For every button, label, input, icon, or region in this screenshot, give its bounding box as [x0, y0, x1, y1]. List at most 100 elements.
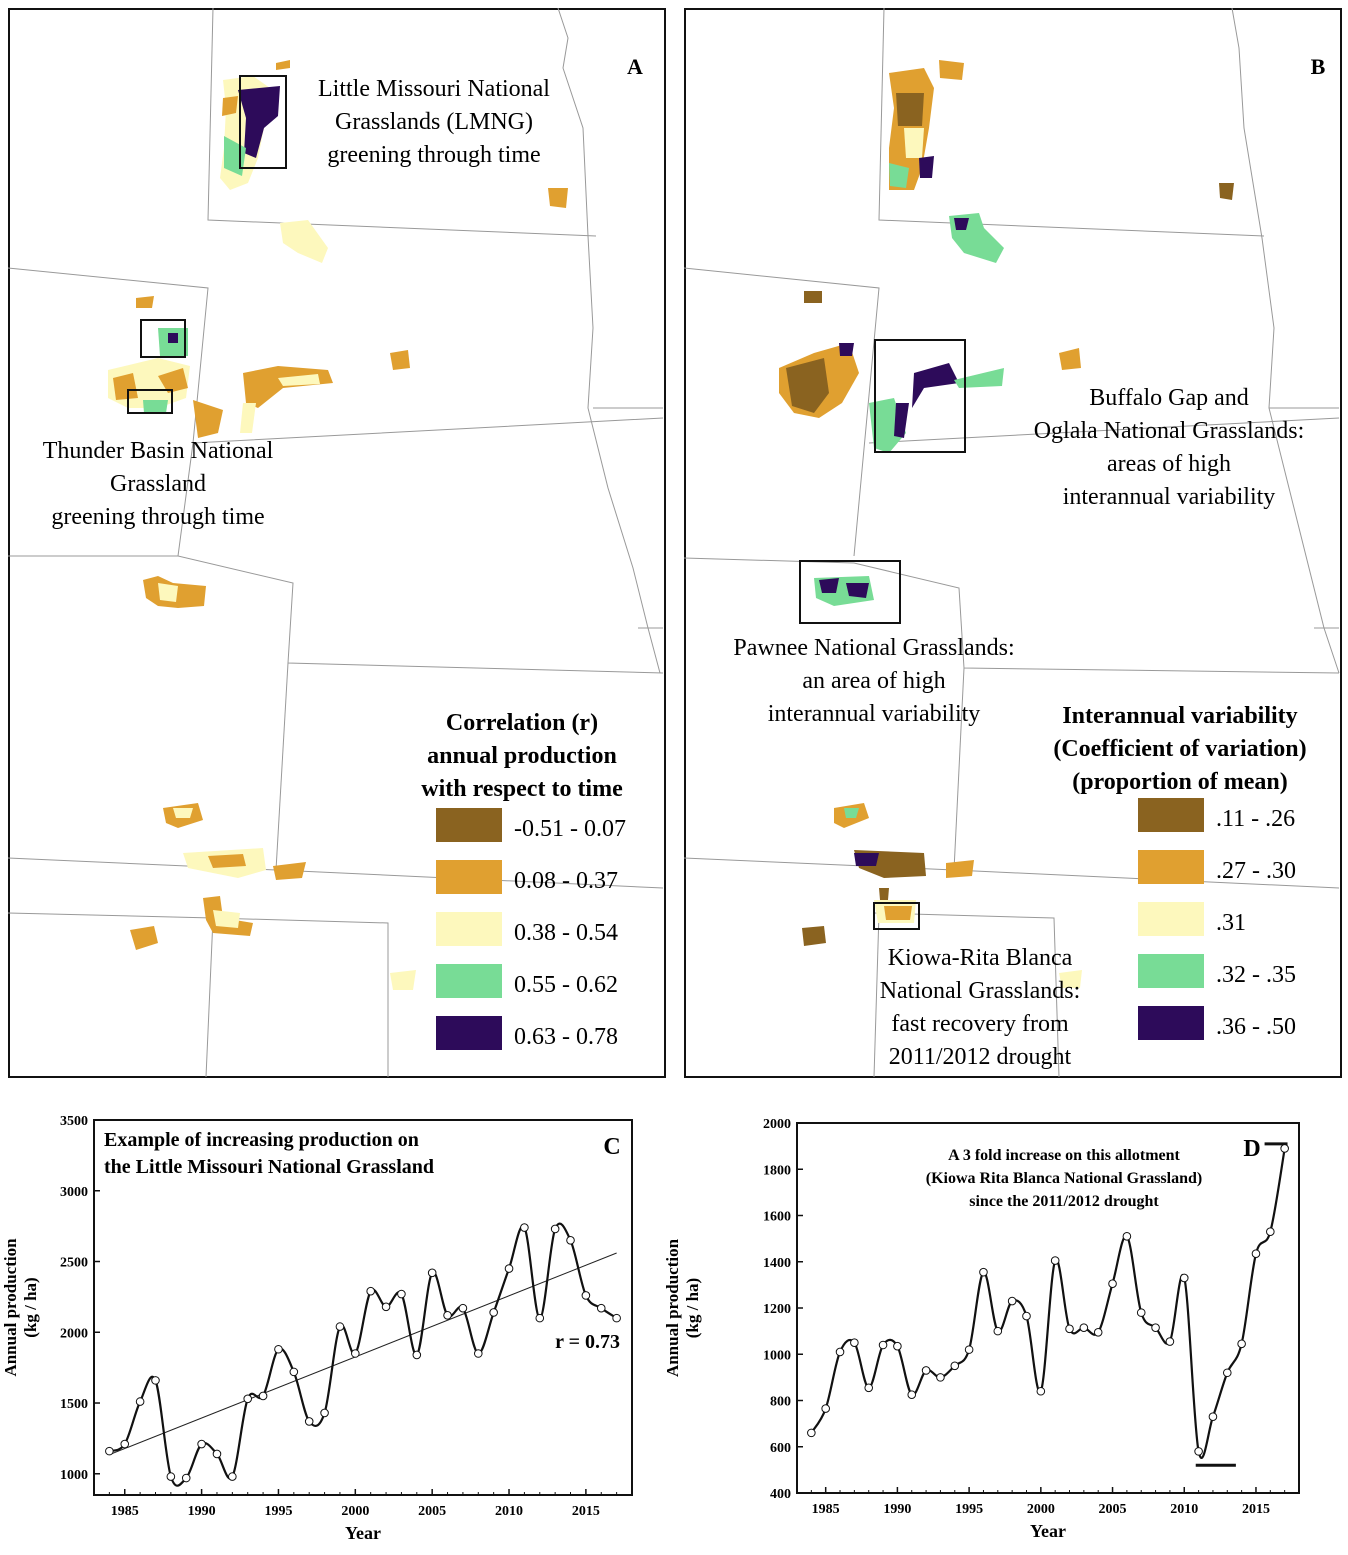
y-axis-label: Annual production	[1, 1238, 20, 1377]
data-point	[229, 1473, 237, 1481]
data-point	[1094, 1328, 1102, 1336]
legend-label: .11 - .26	[1216, 806, 1295, 832]
data-point	[352, 1350, 360, 1358]
data-point	[1252, 1250, 1260, 1258]
legend-swatch	[436, 1016, 502, 1050]
y-tick-label: 1400	[763, 1256, 791, 1271]
data-point	[980, 1268, 988, 1276]
data-point	[965, 1346, 973, 1354]
data-point	[836, 1348, 844, 1356]
data-point	[1123, 1233, 1131, 1241]
data-point	[865, 1384, 873, 1392]
data-point	[613, 1314, 621, 1322]
x-tick-label: 1990	[188, 1504, 216, 1519]
legend-label: .36 - .50	[1216, 1014, 1296, 1040]
y-tick-label: 400	[770, 1487, 791, 1502]
legend-swatch	[1138, 902, 1204, 936]
data-point	[275, 1345, 283, 1353]
legend-swatch	[436, 808, 502, 842]
x-tick-label: 1995	[955, 1502, 983, 1517]
data-point	[1281, 1145, 1289, 1153]
data-point	[367, 1287, 375, 1295]
y-tick-label: 1200	[763, 1302, 791, 1317]
legend-title-line: annual production	[427, 743, 617, 769]
y-axis-label: (kg / ha)	[21, 1277, 40, 1337]
x-tick-label: 2010	[1170, 1502, 1198, 1517]
data-point	[922, 1367, 930, 1375]
data-point	[444, 1311, 452, 1319]
annotation-line: Little Missouri National	[318, 76, 550, 102]
annotation-line: Grassland	[110, 471, 206, 497]
data-point	[1066, 1325, 1074, 1333]
data-point	[951, 1362, 959, 1370]
legend-label: 0.63 - 0.78	[514, 1024, 618, 1050]
data-point	[879, 1341, 887, 1349]
data-point	[259, 1392, 267, 1400]
annotation-line: greening through time	[327, 142, 540, 168]
y-axis-label: Annual production	[664, 1238, 682, 1377]
data-point	[106, 1447, 114, 1455]
x-axis-label: Year	[345, 1523, 381, 1543]
data-point	[321, 1409, 329, 1417]
legend-label: 0.38 - 0.54	[514, 920, 618, 946]
x-tick-label: 1985	[812, 1502, 840, 1517]
chart-d-svg: 4006008001000120014001600180020001985 199…	[664, 1100, 1348, 1550]
legend-swatch	[436, 964, 502, 998]
x-tick-label: 2000	[1027, 1502, 1055, 1517]
data-point	[505, 1265, 513, 1273]
x-tick-label: 1990	[883, 1502, 911, 1517]
data-point	[551, 1225, 559, 1233]
annotation-line: interannual variability	[768, 701, 981, 727]
data-point	[490, 1309, 498, 1317]
data-point	[336, 1323, 344, 1331]
legend-label: 0.08 - 0.37	[514, 868, 618, 894]
annotation-lmng: Little Missouri National Grasslands (LMN…	[318, 76, 550, 168]
data-point	[413, 1351, 421, 1359]
panel-letter-b: B	[1311, 54, 1326, 79]
data-point	[1137, 1309, 1145, 1317]
y-tick-label: 2000	[763, 1117, 791, 1132]
y-tick-label: 1800	[763, 1163, 791, 1178]
legend-label: 0.55 - 0.62	[514, 972, 618, 998]
data-point	[1209, 1413, 1217, 1421]
trend-line	[109, 1253, 616, 1455]
data-point	[121, 1440, 129, 1448]
annotation-line: fast recovery from	[891, 1011, 1069, 1037]
x-tick-label: 2015	[572, 1504, 600, 1519]
annotation-line: an area of high	[802, 668, 945, 694]
data-point	[1051, 1257, 1059, 1265]
legend-swatch	[1138, 954, 1204, 988]
data-point	[1223, 1369, 1231, 1377]
data-point	[808, 1429, 816, 1437]
legend-title-line: Correlation (r)	[446, 710, 598, 736]
data-point	[305, 1418, 313, 1426]
legend-label: .32 - .35	[1216, 962, 1296, 988]
y-tick-label: 1000	[60, 1468, 88, 1483]
data-point	[167, 1473, 175, 1481]
y-tick-label: 1500	[60, 1397, 88, 1412]
x-tick-label: 2005	[1099, 1502, 1127, 1517]
legend-title-line: (Coefficient of variation)	[1053, 736, 1306, 762]
legend-label: .27 - .30	[1216, 858, 1296, 884]
annotation-line: 2011/2012 drought	[889, 1044, 1072, 1070]
annotation-line: Buffalo Gap and	[1089, 385, 1249, 411]
annotation-line: interannual variability	[1063, 484, 1276, 510]
chart-c-svg: 1000150020002500300035001985 1990 1995 2000…	[0, 1100, 660, 1550]
chart-panel-c: 1000 1500 2000 2500 3000 3500 1985 1990 1995 2000…	[0, 1100, 660, 1550]
legend-label: -0.51 - 0.07	[514, 816, 626, 842]
data-point	[474, 1350, 482, 1358]
map-b-svg: B Buffalo Gap and Oglala National Grassl…	[684, 8, 1344, 1080]
legend-swatch	[1138, 850, 1204, 884]
data-point	[1037, 1387, 1045, 1395]
data-point	[290, 1368, 298, 1376]
legend-swatch	[1138, 1006, 1204, 1040]
panel-letter-a: A	[627, 54, 643, 79]
y-tick-label: 600	[770, 1441, 791, 1456]
data-point	[937, 1374, 945, 1382]
x-tick-label: 1985	[111, 1504, 139, 1519]
y-tick-label: 800	[770, 1395, 791, 1410]
annotation-line: areas of high	[1107, 451, 1231, 477]
x-tick-label: 2000	[341, 1504, 369, 1519]
data-point	[1166, 1338, 1174, 1346]
chart-title-line: A 3 fold increase on this allotment	[948, 1147, 1180, 1164]
